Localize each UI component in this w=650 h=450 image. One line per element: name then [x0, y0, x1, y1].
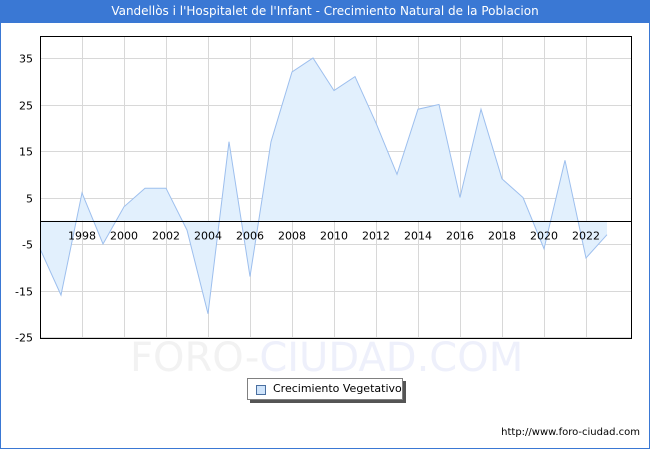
x-tick-label: 2022: [572, 230, 600, 243]
legend-label: Crecimiento Vegetativo: [273, 382, 402, 395]
x-tick-label: 2000: [110, 230, 138, 243]
source-url: http://www.foro-ciudad.com: [501, 427, 640, 438]
x-tick-label: 2016: [446, 230, 474, 243]
y-tick-label: 5: [26, 193, 33, 206]
legend: Crecimiento Vegetativo: [247, 378, 403, 400]
plot-border: [40, 36, 632, 339]
x-tick-label: 2020: [530, 230, 558, 243]
x-tick-label: 2018: [488, 230, 516, 243]
x-tick-label: 2014: [404, 230, 432, 243]
y-tick-label: -5: [22, 239, 33, 252]
y-tick-label: -25: [15, 332, 33, 345]
y-tick-label: 15: [19, 146, 33, 159]
legend-swatch-icon: [256, 385, 266, 395]
chart-title: Vandellòs i l'Hospitalet de l'Infant - C…: [0, 0, 650, 23]
x-tick-label: 2012: [362, 230, 390, 243]
x-tick-label: 2002: [152, 230, 180, 243]
x-tick-label: 2004: [194, 230, 222, 243]
series-line: [39, 57, 608, 314]
x-tick-label: 2010: [320, 230, 348, 243]
watermark: FORO-CIUDAD.COM: [130, 335, 523, 381]
y-tick-label: -15: [15, 286, 33, 299]
y-tick-label: 35: [19, 53, 33, 66]
x-tick-label: 2006: [236, 230, 264, 243]
x-tick-label: 2008: [278, 230, 306, 243]
x-tick-label: 1998: [68, 230, 96, 243]
area-fill: [40, 58, 607, 314]
y-tick-label: 25: [19, 100, 33, 113]
